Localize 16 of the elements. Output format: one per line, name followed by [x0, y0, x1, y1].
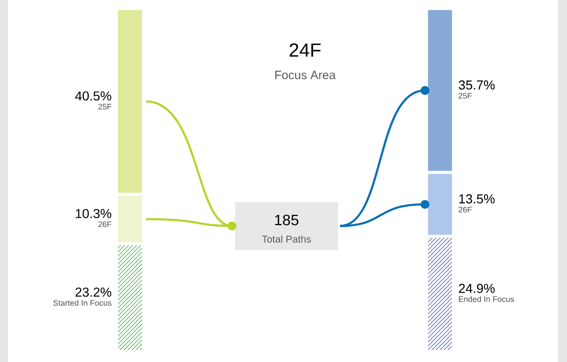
data-label: 40.5% — [75, 91, 112, 101]
category-label: 25F — [458, 92, 472, 99]
data-label: 35.7% — [458, 80, 495, 90]
text: Focus Area — [275, 70, 336, 80]
category-label: 26F — [98, 221, 112, 228]
text: 185 — [275, 214, 298, 226]
text: 24F — [290, 43, 321, 57]
data-label: 10.3% — [76, 208, 112, 218]
category-label: 26F — [458, 206, 472, 212]
text: Total Paths — [262, 235, 311, 243]
data-label: 13.5% — [459, 194, 495, 204]
data-label: 23.2% — [76, 288, 112, 297]
category-label: 25F — [98, 104, 112, 110]
data-label: 24.9% — [458, 284, 495, 294]
category-label: Started In Focus — [53, 300, 112, 306]
category-label: Ended In Focus — [458, 296, 514, 302]
